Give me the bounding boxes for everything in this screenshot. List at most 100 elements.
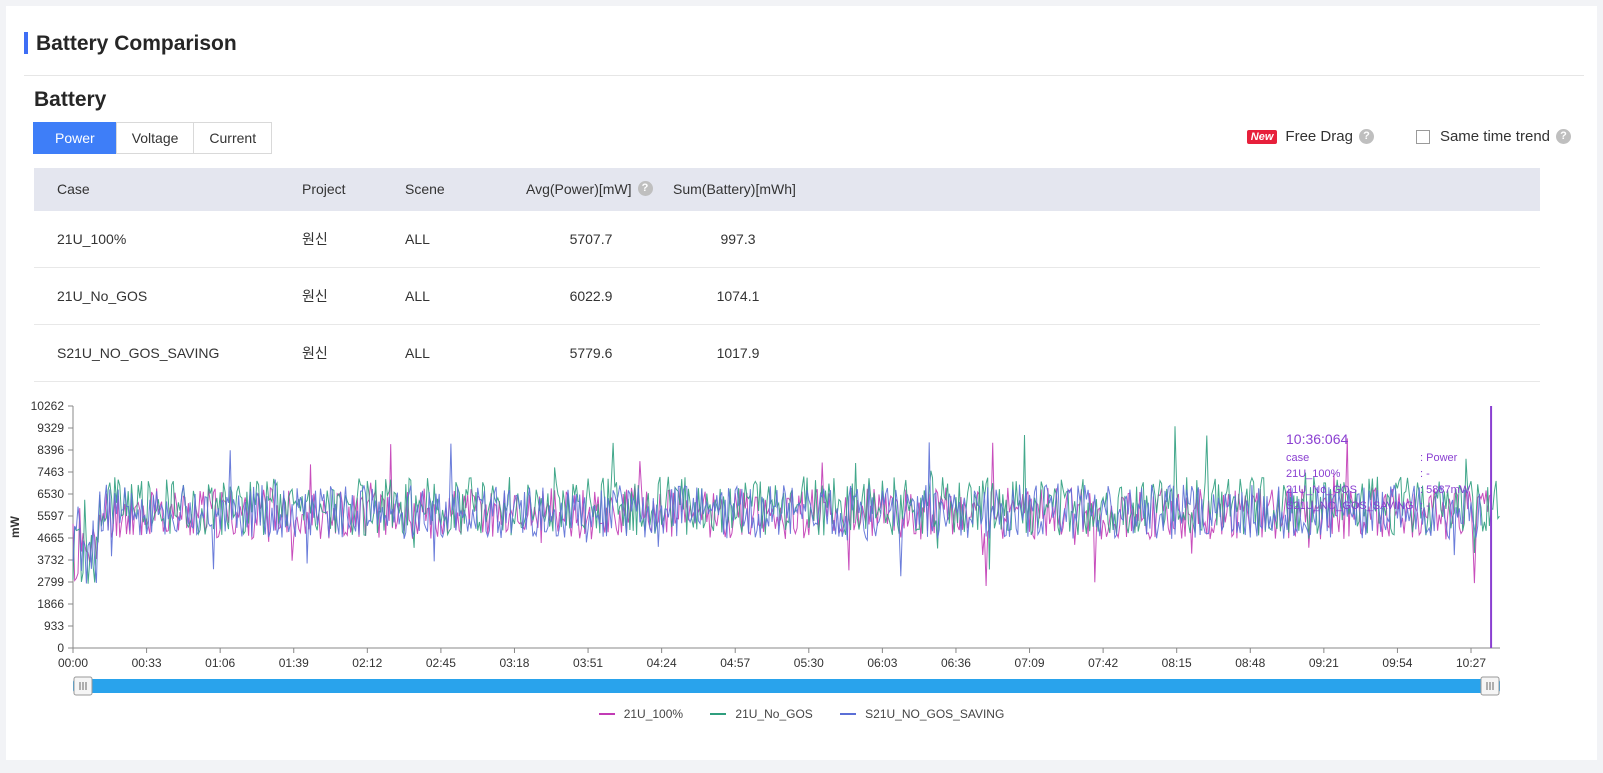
y-tick-label: 6530 bbox=[37, 487, 64, 501]
x-tick-label: 06:03 bbox=[867, 656, 897, 670]
page-title: Battery Comparison bbox=[36, 32, 237, 55]
series-line-3 bbox=[72, 442, 1482, 584]
new-badge: New bbox=[1246, 129, 1278, 144]
cell-scene: ALL bbox=[405, 231, 430, 247]
y-tick-label: 933 bbox=[44, 619, 64, 633]
same-time-trend-label[interactable]: Same time trend bbox=[1439, 128, 1550, 145]
legend-swatch bbox=[840, 713, 857, 715]
col-header-project: Project bbox=[302, 181, 346, 197]
table-header-row: Case Project Scene Avg(Power)[mW]? Sum(B… bbox=[34, 168, 1540, 211]
x-tick-label: 02:12 bbox=[352, 656, 382, 670]
tooltip-row-label: S21U_NO_GOS_SAVING bbox=[1286, 500, 1414, 512]
y-tick-label: 2799 bbox=[37, 575, 64, 589]
x-tick-label: 07:42 bbox=[1088, 656, 1118, 670]
x-tick-label: 05:30 bbox=[794, 656, 824, 670]
x-tick-label: 03:18 bbox=[499, 656, 529, 670]
legend-item-s21u-no-gos-saving[interactable]: S21U_NO_GOS_SAVING bbox=[840, 707, 1004, 721]
chart-options: New Free Drag ? Same time trend ? bbox=[1246, 128, 1571, 145]
tooltip-row-value: : 5887mW bbox=[1420, 484, 1471, 496]
zoom-slider-right-handle[interactable] bbox=[1480, 676, 1500, 696]
battery-table: Case Project Scene Avg(Power)[mW]? Sum(B… bbox=[34, 168, 1540, 382]
tooltip-row-label: 21U_No_GOS bbox=[1286, 484, 1357, 496]
metric-tabs: Power Voltage Current bbox=[33, 122, 273, 154]
x-tick-label: 00:33 bbox=[132, 656, 162, 670]
legend-label: 21U_100% bbox=[623, 707, 684, 721]
card-header: Battery Comparison bbox=[24, 20, 1584, 76]
x-tick-label: 09:54 bbox=[1382, 656, 1412, 670]
col-header-avg-power-label: Avg(Power)[mW] bbox=[526, 181, 632, 197]
y-tick-label: 9329 bbox=[37, 421, 64, 435]
x-tick-label: 01:39 bbox=[279, 656, 309, 670]
chart-legend: 21U_100% 21U_No_GOS S21U_NO_GOS_SAVING bbox=[6, 704, 1597, 721]
col-header-case: Case bbox=[57, 181, 90, 197]
title-accent-bar bbox=[24, 32, 28, 54]
y-tick-label: 7463 bbox=[37, 465, 64, 479]
col-header-sum-battery: Sum(Battery)[mWh] bbox=[673, 181, 796, 197]
tooltip-row-label: case bbox=[1286, 452, 1309, 464]
series-line-2 bbox=[72, 426, 1500, 584]
cell-case: 21U_100% bbox=[57, 231, 127, 247]
x-tick-label: 02:45 bbox=[426, 656, 456, 670]
table-row[interactable]: 21U_No_GOS 원신 ALL 6022.9 1074.1 bbox=[34, 268, 1540, 325]
same-time-trend-help-icon[interactable]: ? bbox=[1556, 129, 1571, 144]
zoom-slider-track[interactable] bbox=[73, 679, 1500, 693]
power-line-chart[interactable]: 10262 9329 8396 7463 6530 5597 4665 3732 2799 186… bbox=[6, 398, 1597, 698]
cell-sum-battery: 1017.9 bbox=[716, 345, 760, 361]
same-time-trend-checkbox[interactable] bbox=[1415, 129, 1430, 144]
legend-label: S21U_NO_GOS_SAVING bbox=[865, 707, 1005, 721]
legend-item-21u-no-gos[interactable]: 21U_No_GOS bbox=[710, 707, 813, 721]
cell-case: 21U_No_GOS bbox=[57, 288, 148, 304]
cell-project: 원신 bbox=[302, 231, 328, 247]
tooltip-time: 10:36:064 bbox=[1286, 431, 1348, 447]
legend-swatch bbox=[710, 713, 727, 715]
cell-project: 원신 bbox=[302, 345, 328, 361]
y-tick-label: 10262 bbox=[31, 399, 65, 413]
tab-voltage[interactable]: Voltage bbox=[115, 122, 195, 154]
battery-comparison-card: Battery Comparison Battery Power Voltage… bbox=[6, 6, 1597, 760]
col-header-scene: Scene bbox=[405, 181, 445, 197]
cell-avg-power: 6022.9 bbox=[569, 288, 613, 304]
x-tick-label: 08:48 bbox=[1235, 656, 1265, 670]
x-tick-label: 03:51 bbox=[573, 656, 603, 670]
legend-label: 21U_No_GOS bbox=[735, 707, 813, 721]
tooltip-row-value: : - bbox=[1420, 500, 1430, 512]
y-tick-label: 8396 bbox=[37, 443, 64, 457]
tab-power[interactable]: Power bbox=[33, 122, 117, 154]
cell-project: 원신 bbox=[302, 288, 328, 304]
x-tick-label: 00:00 bbox=[58, 656, 88, 670]
x-tick-label: 04:24 bbox=[647, 656, 677, 670]
tooltip-row-label: 21U_100% bbox=[1286, 468, 1341, 480]
table-row[interactable]: 21U_100% 원신 ALL 5707.7 997.3 bbox=[34, 211, 1540, 268]
tab-current[interactable]: Current bbox=[193, 122, 273, 154]
tooltip-row-value: : Power bbox=[1420, 452, 1458, 464]
x-tick-label: 09:21 bbox=[1309, 656, 1339, 670]
y-tick-label: 5597 bbox=[37, 509, 64, 523]
x-tick-label: 08:15 bbox=[1162, 656, 1192, 670]
legend-swatch bbox=[598, 713, 615, 715]
cell-avg-power: 5779.6 bbox=[569, 345, 613, 361]
y-axis-label: mW bbox=[8, 515, 22, 538]
zoom-slider-left-handle[interactable] bbox=[73, 676, 93, 696]
cell-scene: ALL bbox=[405, 345, 430, 361]
tooltip-row-value: : - bbox=[1420, 468, 1430, 480]
y-tick-label: 0 bbox=[57, 641, 64, 655]
col-header-avg-power: Avg(Power)[mW]? bbox=[526, 168, 656, 211]
cell-case: S21U_NO_GOS_SAVING bbox=[57, 345, 220, 361]
x-tick-label: 10:27 bbox=[1456, 656, 1486, 670]
x-tick-label: 01:06 bbox=[205, 656, 235, 670]
cell-avg-power: 5707.7 bbox=[569, 231, 613, 247]
section-title: Battery bbox=[34, 88, 107, 111]
x-tick-label: 06:36 bbox=[941, 656, 971, 670]
y-tick-label: 1866 bbox=[37, 597, 64, 611]
avg-power-help-icon[interactable]: ? bbox=[637, 181, 653, 197]
cell-sum-battery: 997.3 bbox=[720, 231, 756, 247]
table-row[interactable]: S21U_NO_GOS_SAVING 원신 ALL 5779.6 1017.9 bbox=[34, 325, 1540, 382]
y-tick-label: 4665 bbox=[37, 531, 64, 545]
cell-sum-battery: 1074.1 bbox=[716, 288, 760, 304]
x-tick-label: 07:09 bbox=[1015, 656, 1045, 670]
x-tick-label: 04:57 bbox=[720, 656, 750, 670]
legend-item-21u-100[interactable]: 21U_100% bbox=[598, 707, 684, 721]
free-drag-help-icon[interactable]: ? bbox=[1358, 129, 1374, 144]
free-drag-label[interactable]: Free Drag bbox=[1285, 128, 1353, 145]
y-tick-label: 3732 bbox=[37, 553, 64, 567]
